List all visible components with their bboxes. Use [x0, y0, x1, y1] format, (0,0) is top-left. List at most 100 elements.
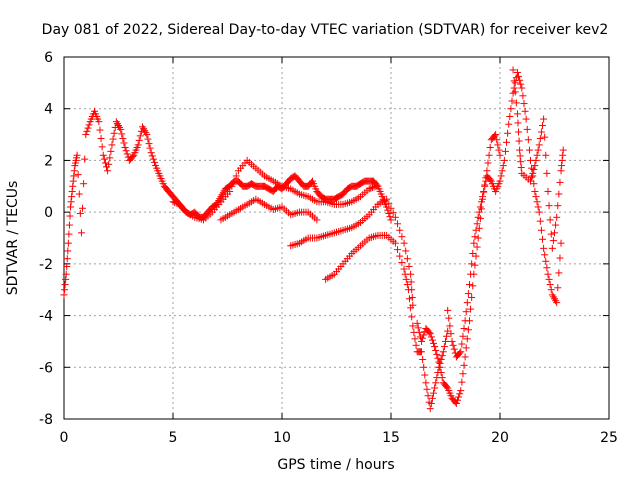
data-point: [95, 118, 103, 126]
data-point: [559, 146, 567, 154]
data-point: [498, 167, 506, 175]
data-point: [433, 350, 441, 358]
data-point: [99, 151, 107, 159]
data-point: [435, 358, 443, 366]
data-point: [544, 187, 552, 195]
data-point: [467, 270, 475, 278]
data-point: [535, 208, 543, 216]
data-point: [65, 221, 73, 229]
data-point: [517, 80, 525, 88]
data-point: [546, 281, 554, 289]
data-point: [540, 244, 548, 252]
data-point: [542, 151, 550, 159]
data-point: [522, 115, 530, 123]
data-point: [426, 405, 434, 413]
data-point: [520, 100, 528, 108]
data-point: [432, 379, 440, 387]
data-point: [508, 97, 516, 105]
y-tick-label: -2: [39, 257, 53, 273]
data-point: [471, 261, 479, 269]
data-point: [412, 341, 420, 349]
y-tick-label: -4: [39, 309, 53, 325]
data-point: [468, 293, 476, 301]
data-point: [407, 278, 415, 286]
data-point: [63, 255, 71, 263]
data-point: [457, 348, 465, 356]
data-point: [122, 147, 130, 155]
data-point: [553, 299, 561, 307]
data-point: [554, 202, 562, 210]
data-point: [459, 332, 467, 340]
data-point: [428, 336, 436, 344]
data-point: [442, 337, 449, 345]
data-point: [106, 154, 114, 162]
data-point: [387, 204, 395, 212]
data-point: [70, 167, 78, 175]
plot-frame: [63, 56, 610, 420]
data-point: [523, 125, 531, 133]
y-tick-label: -8: [39, 412, 53, 428]
data-point: [515, 128, 523, 136]
data-point: [474, 213, 482, 221]
data-point: [556, 178, 564, 186]
data-point: [532, 156, 540, 164]
data-point: [500, 156, 508, 164]
data-point: [559, 151, 567, 159]
data-point: [413, 319, 421, 327]
data-point: [394, 246, 402, 254]
x-tick-label: 20: [491, 430, 509, 446]
data-point: [101, 159, 109, 167]
data-point: [372, 182, 380, 190]
data-point: [525, 146, 533, 154]
data-point: [386, 213, 394, 221]
data-point: [136, 132, 144, 140]
data-point: [486, 144, 494, 151]
data-point: [149, 155, 157, 163]
data-point: [415, 328, 423, 336]
data-point: [549, 237, 557, 245]
data-point: [477, 198, 485, 206]
data-point: [475, 208, 483, 216]
data-point: [557, 239, 565, 247]
data-point: [524, 136, 532, 144]
data-point: [401, 270, 409, 278]
data-point: [60, 291, 68, 299]
data-point: [438, 374, 446, 382]
data-point: [74, 171, 82, 179]
data-point: [83, 127, 91, 135]
data-point: [313, 216, 321, 224]
data-point: [107, 147, 115, 155]
x-tick-labels: 0 5 10 15 20 25: [60, 430, 618, 446]
data-point: [499, 162, 507, 170]
data-point: [476, 203, 484, 211]
data-point: [539, 122, 547, 130]
data-point: [110, 129, 118, 137]
data-point: [81, 155, 89, 163]
y-tick-label: 4: [44, 102, 53, 118]
data-point: [169, 198, 177, 206]
data-point: [64, 247, 72, 255]
data-point: [517, 158, 525, 166]
data-point: [496, 177, 504, 185]
data-point: [504, 129, 512, 137]
data-point: [458, 378, 466, 386]
data-point: [427, 333, 435, 341]
data-point: [485, 151, 493, 159]
y-tick-label: -6: [39, 360, 53, 376]
data-point: [419, 334, 427, 342]
data-point: [469, 282, 477, 290]
data-point: [535, 141, 543, 149]
data-point: [471, 233, 479, 241]
data-point: [402, 275, 410, 283]
data-point: [541, 251, 549, 259]
y-axis-label: SDTVAR / TECUs: [5, 181, 21, 296]
data-point: [69, 177, 77, 185]
data-point: [456, 349, 464, 357]
data-point: [544, 270, 552, 278]
data-point: [368, 184, 376, 192]
data-point: [462, 308, 470, 316]
data-point: [100, 155, 108, 163]
data-point: [460, 361, 468, 369]
data-point: [484, 159, 492, 167]
data-point: [547, 286, 555, 294]
